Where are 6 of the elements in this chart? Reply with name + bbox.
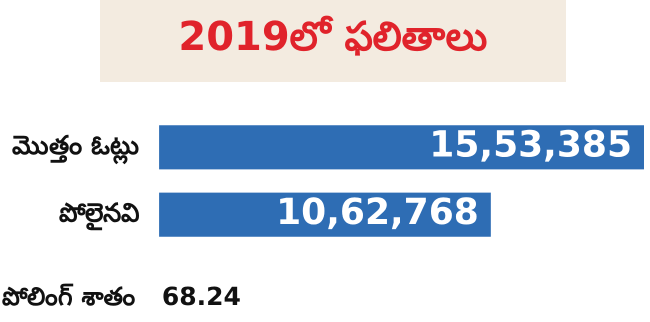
- text: పోలింగ్ శాతం 68.24: [2, 282, 241, 313]
- y-tick-label: పోలైనవి: [59, 198, 140, 230]
- y-tick-label: మొత్తం ఓట్లు: [12, 131, 140, 166]
- data-label: 10,62,768: [276, 192, 479, 234]
- data-label: 15,53,385: [429, 124, 632, 166]
- chart-title: 2019లో ఫలితాలు: [100, 0, 566, 82]
